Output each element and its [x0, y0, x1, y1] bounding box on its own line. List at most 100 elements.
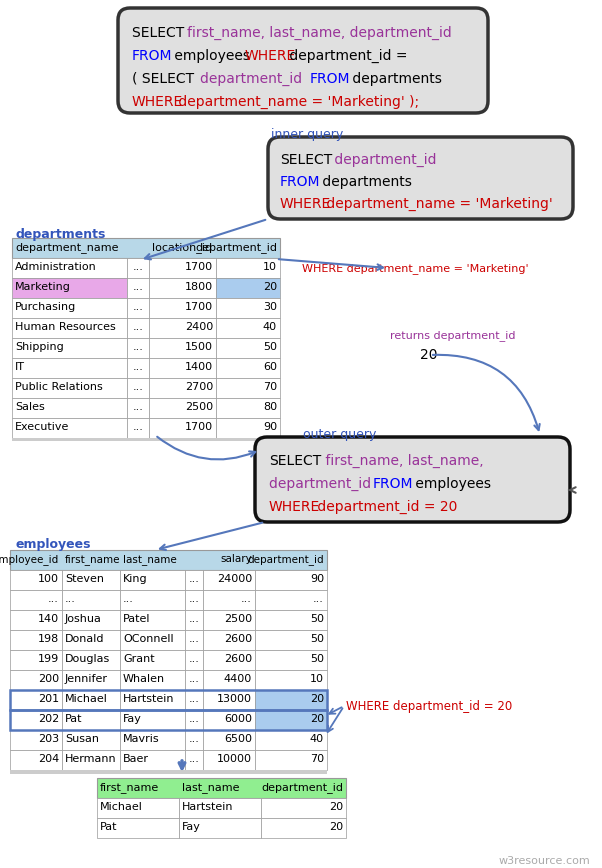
Bar: [12, 358, 127, 378]
Bar: [127, 298, 149, 318]
Text: ( SELECT: ( SELECT: [132, 72, 199, 86]
Bar: [255, 710, 327, 730]
Bar: [255, 590, 327, 610]
Text: ...: ...: [188, 574, 199, 584]
Text: 50: 50: [310, 634, 324, 644]
Bar: [120, 690, 185, 710]
Text: 20: 20: [420, 348, 438, 362]
Bar: [12, 438, 280, 441]
Bar: [185, 690, 203, 710]
FancyBboxPatch shape: [255, 437, 570, 522]
Text: 6000: 6000: [224, 714, 252, 724]
Bar: [203, 610, 255, 630]
Text: 199: 199: [38, 654, 59, 664]
Text: 198: 198: [38, 634, 59, 644]
Bar: [127, 398, 149, 418]
Bar: [12, 258, 127, 278]
Text: department_name: department_name: [15, 242, 119, 253]
Bar: [149, 378, 216, 398]
Bar: [216, 398, 280, 418]
Text: department_name = 'Marketing' );: department_name = 'Marketing' );: [174, 95, 419, 109]
Bar: [10, 690, 62, 710]
Text: Human Resources: Human Resources: [15, 322, 116, 332]
Text: WHERE department_name = 'Marketing': WHERE department_name = 'Marketing': [302, 263, 529, 274]
Text: 1700: 1700: [185, 302, 213, 312]
Text: returns department_id: returns department_id: [390, 330, 515, 341]
Bar: [179, 798, 261, 818]
Bar: [10, 590, 62, 610]
Bar: [120, 630, 185, 650]
Text: ...: ...: [188, 674, 199, 684]
Bar: [10, 730, 62, 750]
Bar: [261, 798, 346, 818]
Text: Pat: Pat: [100, 822, 117, 832]
Bar: [10, 770, 327, 774]
Bar: [216, 318, 280, 338]
Text: 90: 90: [310, 574, 324, 584]
Bar: [127, 338, 149, 358]
Bar: [62, 650, 120, 670]
Text: FROM: FROM: [280, 175, 320, 189]
Text: ...: ...: [188, 734, 199, 744]
Text: departments: departments: [348, 72, 442, 86]
Text: IT: IT: [15, 362, 25, 372]
Text: Shipping: Shipping: [15, 342, 64, 352]
Bar: [10, 610, 62, 630]
Text: Grant: Grant: [123, 654, 155, 664]
Text: 2600: 2600: [224, 654, 252, 664]
Text: ...: ...: [241, 594, 252, 604]
Bar: [149, 398, 216, 418]
Text: 2600: 2600: [224, 634, 252, 644]
Bar: [203, 690, 255, 710]
Bar: [12, 298, 127, 318]
Text: employees: employees: [170, 49, 255, 63]
Bar: [97, 818, 179, 838]
Text: SELECT: SELECT: [269, 454, 321, 468]
Text: first_name, last_name,: first_name, last_name,: [321, 454, 483, 468]
Text: 60: 60: [263, 362, 277, 372]
Text: employees: employees: [411, 477, 491, 491]
Bar: [12, 318, 127, 338]
Bar: [149, 258, 216, 278]
Bar: [127, 318, 149, 338]
Text: departments: departments: [15, 228, 105, 241]
FancyBboxPatch shape: [118, 8, 488, 113]
Text: ...: ...: [188, 634, 199, 644]
Bar: [62, 570, 120, 590]
Text: ...: ...: [132, 262, 143, 272]
Bar: [149, 418, 216, 438]
Bar: [10, 710, 327, 730]
Bar: [255, 730, 327, 750]
Bar: [185, 750, 203, 770]
Text: 20: 20: [310, 694, 324, 704]
Text: Michael: Michael: [65, 694, 108, 704]
Text: ...: ...: [188, 714, 199, 724]
Bar: [12, 418, 127, 438]
Text: Baer: Baer: [123, 754, 149, 764]
Bar: [127, 358, 149, 378]
Bar: [255, 610, 327, 630]
Bar: [185, 630, 203, 650]
Text: SELECT: SELECT: [280, 153, 332, 167]
Text: ...: ...: [188, 754, 199, 764]
Text: Douglas: Douglas: [65, 654, 110, 664]
Text: FROM: FROM: [132, 49, 173, 63]
Text: 50: 50: [263, 342, 277, 352]
Bar: [179, 818, 261, 838]
Text: 70: 70: [310, 754, 324, 764]
Text: inner query: inner query: [271, 128, 343, 141]
Text: department_id: department_id: [247, 554, 324, 565]
Bar: [12, 338, 127, 358]
Bar: [149, 318, 216, 338]
Text: ...: ...: [123, 594, 134, 604]
Text: 201: 201: [38, 694, 59, 704]
Text: department_id: department_id: [269, 477, 376, 491]
Text: Patel: Patel: [123, 614, 150, 624]
Text: ...: ...: [132, 302, 143, 312]
Bar: [127, 378, 149, 398]
Text: 203: 203: [38, 734, 59, 744]
Text: 4400: 4400: [224, 674, 252, 684]
Bar: [216, 278, 280, 298]
Bar: [216, 338, 280, 358]
Text: FROM: FROM: [373, 477, 414, 491]
